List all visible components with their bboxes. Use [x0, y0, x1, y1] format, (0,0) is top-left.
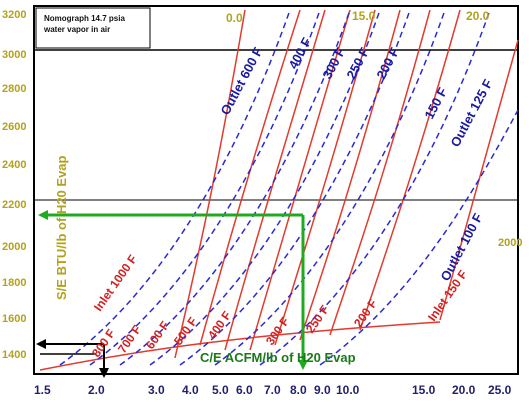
title-frame	[35, 7, 151, 49]
x-tick-label: 2.0	[88, 383, 105, 397]
top-tick-label: 15.0	[352, 9, 376, 23]
y-tick-label: 1400	[2, 349, 26, 361]
gridlines	[34, 49, 518, 201]
inlet-curve	[249, 9, 351, 351]
x-tick-label: 1.5	[34, 383, 51, 397]
x-tick-label: 3.0	[148, 383, 165, 397]
y-tick-label: 2000	[2, 241, 26, 253]
chart-title-line-2: water vapor in air	[43, 25, 110, 34]
y-tick-label: 3200	[2, 9, 26, 21]
title-box: Nomograph 14.7 psia water vapor in air	[35, 7, 151, 49]
outlet-curves	[59, 9, 519, 366]
x-tick-label: 5.0	[212, 383, 229, 397]
x-tick-label: 7.0	[264, 383, 281, 397]
inlet-curve	[199, 9, 301, 346]
y-tick-label: 1800	[2, 277, 26, 289]
y-tick-label: 1600	[2, 313, 26, 325]
right-tick-label: 2000	[498, 237, 522, 249]
y-tick-labels: 1400 1600 1800 2000 2200 2400 2600 2800 …	[2, 9, 26, 361]
x-tick-label: 9.0	[314, 383, 331, 397]
y-axis-title: S/E BTU/lb of H20 Evap	[54, 155, 69, 300]
x-tick-label: 20.0	[452, 383, 476, 397]
y-tick-label: 2600	[2, 121, 26, 133]
y-tick-label: 2200	[2, 199, 26, 211]
x-tick-labels: 1.5 2.0 3.0 4.0 5.0 6.0 7.0 8.0 9.0 10.0…	[34, 383, 512, 397]
x-tick-label: 15.0	[412, 383, 436, 397]
x-tick-label: 4.0	[182, 383, 199, 397]
y-tick-label: 3000	[2, 49, 26, 61]
x-tick-label: 8.0	[290, 383, 307, 397]
top-tick-label: 20.0	[466, 9, 490, 23]
inlet-curve	[174, 9, 246, 359]
example-path-black	[36, 339, 109, 378]
top-tick-label: 0.0	[226, 11, 243, 25]
y-tick-label: 2800	[2, 83, 26, 95]
plot-frame	[33, 5, 519, 375]
x-axis-title: C/E ACFM/lb of H20 Evap	[200, 350, 356, 365]
inlet-curves	[39, 9, 519, 371]
x-tick-label: 6.0	[236, 383, 253, 397]
chart-title-line-1: Nomograph 14.7 psia	[44, 14, 125, 23]
inlet-curve	[439, 39, 519, 321]
inlet-curve	[359, 9, 461, 331]
inlet-envelope	[39, 321, 441, 371]
top-tick-labels: 0.0 15.0 20.0	[226, 9, 490, 25]
x-tick-label: 25.0	[488, 383, 512, 397]
inlet-curve	[329, 9, 431, 336]
example-path-green	[38, 210, 308, 370]
inlet-curve	[224, 9, 326, 351]
x-tick-label: 10.0	[336, 383, 360, 397]
inlet-curve	[299, 9, 401, 341]
y-tick-label: 2400	[2, 159, 26, 171]
outlet-curve	[319, 109, 519, 366]
